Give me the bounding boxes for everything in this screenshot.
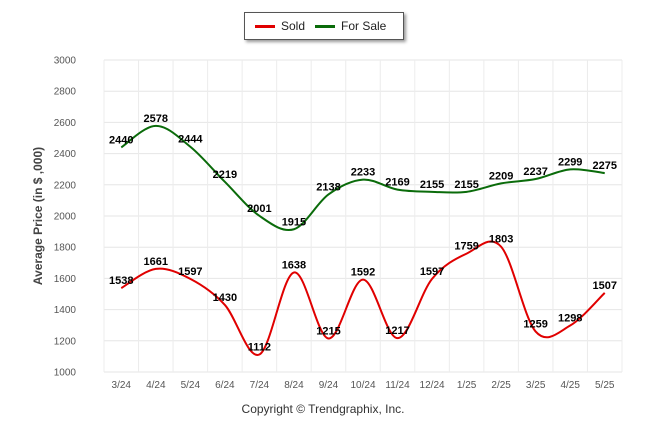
for-sale-data-label: 2440 <box>109 134 133 146</box>
legend: Sold For Sale <box>244 12 404 40</box>
y-tick-label: 3000 <box>54 56 77 67</box>
sold-data-label: 1803 <box>489 234 513 246</box>
x-tick-label: 5/24 <box>181 380 201 391</box>
legend-sold-label: Sold <box>281 19 306 33</box>
sold-data-label: 1592 <box>351 267 375 279</box>
legend-for-sale-label: For Sale <box>341 19 387 33</box>
for-sale-data-label: 2155 <box>420 179 444 191</box>
x-tick-label: 1/25 <box>457 380 477 391</box>
x-tick-label: 9/24 <box>319 380 339 391</box>
y-tick-label: 2600 <box>54 118 77 129</box>
x-tick-label: 8/24 <box>284 380 304 391</box>
x-tick-label: 6/24 <box>215 380 235 391</box>
for-sale-data-label: 2275 <box>592 160 616 172</box>
for-sale-series-line <box>120 124 605 232</box>
y-tick-label: 1800 <box>54 243 77 254</box>
for-sale-data-label: 2299 <box>558 156 582 168</box>
x-tick-label: 2/25 <box>491 380 511 391</box>
x-tick-label: 12/24 <box>420 380 445 391</box>
sold-data-label: 1597 <box>420 266 444 278</box>
x-tick-label: 11/24 <box>385 380 410 391</box>
series-lines <box>120 124 606 356</box>
x-tick-label: 3/24 <box>112 380 132 391</box>
y-tick-label: 1200 <box>54 336 77 347</box>
for-sale-data-label: 2001 <box>247 203 271 215</box>
sold-data-label: 1215 <box>316 325 340 337</box>
sold-data-label: 1430 <box>213 292 237 304</box>
for-sale-data-label: 2444 <box>178 134 203 146</box>
y-tick-label: 2400 <box>54 149 77 160</box>
x-tick-label: 7/24 <box>250 380 270 391</box>
for-sale-data-label: 2233 <box>351 167 375 179</box>
y-tick-label: 2000 <box>54 212 77 223</box>
for-sale-data-label: 2237 <box>523 166 547 178</box>
legend-for-sale-swatch <box>315 25 335 28</box>
y-axis: 1000 1200 1400 1600 1800 2000 2200 2400 2600 2800… <box>54 56 77 379</box>
for-sale-data-label: 1915 <box>282 216 306 228</box>
sold-data-label: 1112 <box>248 342 271 354</box>
x-tick-label: 10/24 <box>350 380 375 391</box>
y-tick-label: 2200 <box>54 180 77 191</box>
data-labels: 1538 1661 1597 1430 1112 1638 1215 1592 1217 1597… <box>109 113 617 354</box>
sold-data-label: 1259 <box>523 319 547 331</box>
y-axis-label: Average Price (in $ ,000) <box>31 147 45 285</box>
x-tick-label: 5/25 <box>595 380 615 391</box>
for-sale-data-label: 2578 <box>144 113 168 125</box>
sold-data-label: 1661 <box>144 256 168 268</box>
sold-data-label: 1597 <box>178 266 202 278</box>
x-axis: 3/24 4/24 5/24 6/24 7/24 8/24 9/24 10/24 11/24 12… <box>112 380 615 391</box>
for-sale-data-label: 2219 <box>213 169 237 181</box>
x-tick-label: 3/25 <box>526 380 546 391</box>
sold-data-label: 1759 <box>454 241 478 253</box>
sold-data-label: 1298 <box>558 313 582 325</box>
for-sale-data-label: 2169 <box>385 177 409 189</box>
for-sale-data-label: 2209 <box>489 170 513 182</box>
y-tick-label: 1600 <box>54 274 77 285</box>
y-tick-label: 2800 <box>54 87 77 98</box>
y-tick-label: 1400 <box>54 305 77 316</box>
sold-data-label: 1507 <box>592 280 616 292</box>
x-tick-label: 4/24 <box>146 380 166 391</box>
legend-sold-swatch <box>255 25 275 28</box>
grid <box>103 59 623 373</box>
copyright-footer: Copyright © Trendgraphix, Inc. <box>241 402 405 416</box>
y-tick-label: 1000 <box>54 368 77 379</box>
sold-series-line <box>120 240 606 356</box>
for-sale-data-label: 2138 <box>316 181 340 193</box>
for-sale-data-label: 2155 <box>454 179 478 191</box>
sold-data-label: 1217 <box>385 325 409 337</box>
sold-data-label: 1538 <box>109 275 133 287</box>
sold-data-label: 1638 <box>282 259 306 271</box>
x-tick-label: 4/25 <box>560 380 580 391</box>
